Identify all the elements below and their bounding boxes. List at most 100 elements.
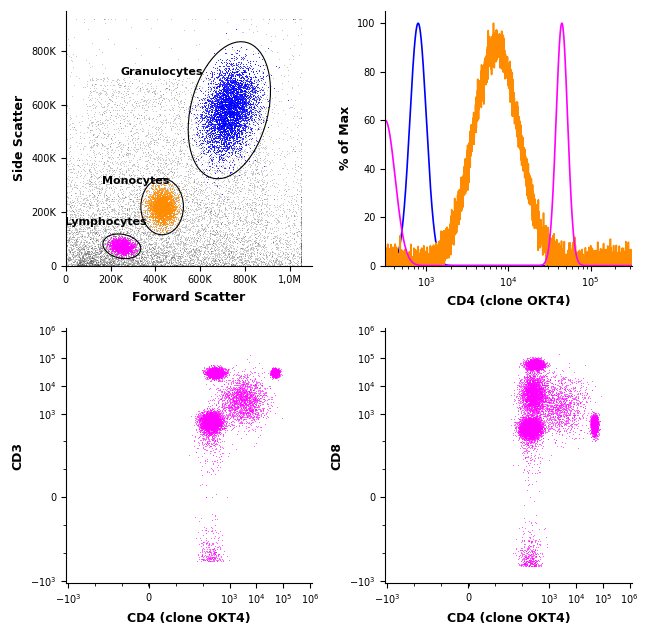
Point xyxy=(526,367,537,377)
Point xyxy=(241,90,252,100)
Point xyxy=(201,67,211,78)
Point xyxy=(531,387,541,397)
Point xyxy=(205,409,215,419)
Point xyxy=(205,370,215,380)
Point xyxy=(537,391,547,401)
Point xyxy=(516,431,526,441)
Point xyxy=(211,365,221,375)
Point xyxy=(200,416,210,426)
Point xyxy=(211,363,221,373)
Point xyxy=(114,242,124,252)
Point xyxy=(237,366,247,376)
Point xyxy=(253,407,263,417)
Point xyxy=(561,404,571,415)
Point xyxy=(590,426,600,436)
Point xyxy=(521,429,531,439)
Point xyxy=(270,370,281,380)
Point xyxy=(525,359,535,370)
Point xyxy=(156,193,166,204)
Point xyxy=(247,400,257,410)
Point xyxy=(218,140,229,150)
Point xyxy=(234,83,244,93)
Point xyxy=(534,361,544,371)
Point xyxy=(102,177,112,188)
Point xyxy=(513,393,523,403)
Point xyxy=(588,413,598,423)
Point xyxy=(214,366,224,376)
Point xyxy=(90,220,101,230)
Point xyxy=(524,390,534,400)
Point xyxy=(214,86,225,97)
Point xyxy=(208,417,218,427)
Point xyxy=(530,421,540,431)
Point xyxy=(208,370,218,380)
Point xyxy=(530,420,541,431)
Point xyxy=(220,134,231,144)
Point xyxy=(207,409,218,419)
Point xyxy=(518,426,528,436)
Point xyxy=(159,195,169,205)
Point xyxy=(100,207,110,217)
Point xyxy=(207,410,218,420)
Point xyxy=(110,239,120,249)
Point xyxy=(271,369,281,379)
Point xyxy=(208,366,218,376)
Point xyxy=(274,366,284,377)
Point xyxy=(159,200,170,210)
Point xyxy=(161,113,171,123)
Point xyxy=(519,434,530,444)
Point xyxy=(165,207,176,217)
Point xyxy=(525,426,535,436)
Point xyxy=(530,396,541,406)
Point xyxy=(538,406,549,416)
Point xyxy=(530,422,540,432)
Point xyxy=(532,360,543,370)
Point xyxy=(257,195,268,205)
Point xyxy=(581,388,592,398)
Point xyxy=(112,240,123,250)
Point xyxy=(61,244,72,254)
Point xyxy=(120,246,131,256)
Point xyxy=(532,378,543,389)
Point xyxy=(151,209,161,219)
Point xyxy=(587,422,597,432)
Point xyxy=(115,158,125,168)
Point xyxy=(231,120,242,130)
Point xyxy=(187,100,198,111)
Point xyxy=(587,419,597,429)
Point xyxy=(532,396,543,406)
Point xyxy=(161,188,172,198)
Point xyxy=(532,357,543,367)
Point xyxy=(515,431,525,441)
Point xyxy=(225,106,235,116)
Point xyxy=(186,254,196,264)
Point xyxy=(118,235,128,245)
Point xyxy=(521,425,531,436)
Point xyxy=(526,424,536,434)
Point xyxy=(127,242,138,252)
Point xyxy=(174,158,185,168)
Point xyxy=(207,420,218,430)
Point xyxy=(232,66,242,76)
Point xyxy=(213,123,223,134)
Point xyxy=(156,195,166,205)
Point xyxy=(541,377,552,387)
Point xyxy=(204,368,214,378)
Point xyxy=(561,405,571,415)
Point xyxy=(67,212,77,222)
Point xyxy=(523,425,533,436)
Point xyxy=(245,259,255,270)
Point xyxy=(203,371,214,381)
Point xyxy=(289,170,300,181)
Point xyxy=(589,427,599,438)
Point xyxy=(242,235,253,245)
Point xyxy=(156,204,166,214)
Point xyxy=(70,198,80,208)
Point xyxy=(241,371,252,382)
Point xyxy=(525,361,536,371)
Point xyxy=(92,249,103,259)
Point xyxy=(125,240,136,251)
Point xyxy=(296,241,306,251)
Point xyxy=(228,394,239,404)
Point xyxy=(533,555,543,565)
